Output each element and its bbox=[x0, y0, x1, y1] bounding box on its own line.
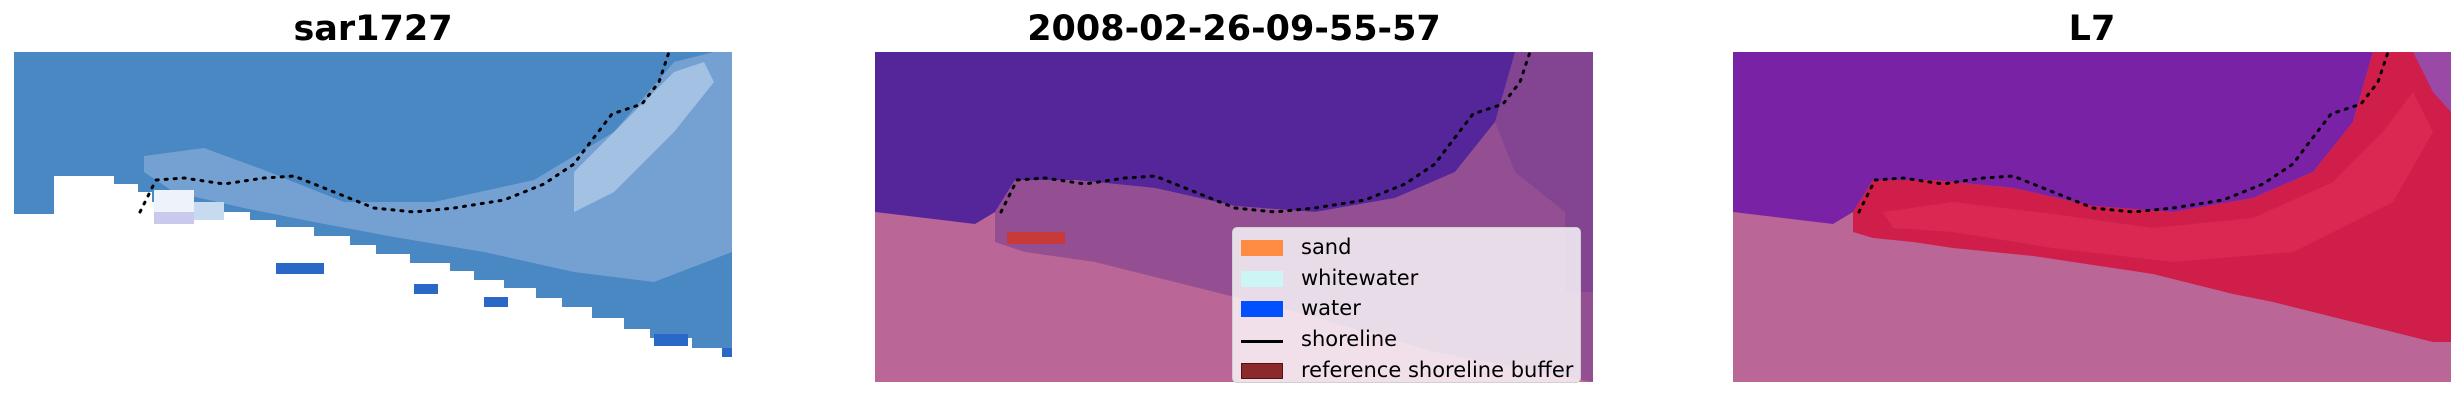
buffer-region-pixel bbox=[1007, 232, 1065, 244]
index-water-area bbox=[1733, 52, 2451, 224]
panel-title-classified: 2008-02-26-09-55-57 bbox=[1027, 9, 1441, 49]
rgb-shoreline bbox=[138, 52, 671, 214]
classified-shoreline bbox=[999, 52, 1532, 214]
legend-item-water: water bbox=[1233, 294, 1580, 325]
whitewater-swatch bbox=[1241, 270, 1283, 287]
index-land-highlight bbox=[1883, 92, 2433, 262]
rgb-dark-pixel bbox=[276, 263, 324, 274]
rgb-surf-zone bbox=[144, 52, 732, 282]
legend-label: shoreline bbox=[1301, 327, 1398, 352]
panel-title-ndwi: L7 bbox=[2068, 9, 2116, 49]
legend-item-shoreline: shoreline bbox=[1233, 325, 1580, 356]
rgb-bright-pixel bbox=[154, 212, 194, 224]
water-swatch bbox=[1241, 301, 1283, 318]
classified-water-area bbox=[875, 52, 1593, 292]
index-shoreline bbox=[1857, 52, 2390, 214]
rgb-dark-pixel bbox=[484, 297, 508, 307]
legend-item-sand: sand bbox=[1233, 233, 1580, 264]
reference-buffer-swatch bbox=[1241, 362, 1283, 379]
legend-item-reference-buffer: reference shoreline buffer bbox=[1233, 356, 1580, 387]
legend-item-whitewater: whitewater bbox=[1233, 264, 1580, 295]
rgb-image-panel bbox=[14, 52, 732, 382]
index-image-panel bbox=[1733, 52, 2451, 382]
legend-label: whitewater bbox=[1301, 265, 1419, 290]
panel-title-rgb: sar1727 bbox=[293, 9, 453, 49]
legend-label: reference shoreline buffer bbox=[1301, 357, 1574, 382]
rgb-dark-pixel bbox=[414, 284, 438, 294]
shoreline-line-icon bbox=[1241, 340, 1283, 344]
legend-label: water bbox=[1301, 296, 1361, 321]
rgb-dark-pixel bbox=[654, 334, 688, 346]
legend: sand whitewater water shoreline referenc… bbox=[1232, 227, 1581, 383]
rgb-dark-pixel bbox=[722, 348, 732, 357]
rgb-whitewater-streak bbox=[574, 62, 714, 212]
legend-label: sand bbox=[1301, 235, 1352, 259]
rgb-bright-pixel bbox=[194, 202, 224, 220]
rgb-bright-pixel bbox=[154, 190, 194, 216]
index-land-area bbox=[1853, 52, 2451, 342]
sand-swatch bbox=[1241, 240, 1283, 256]
